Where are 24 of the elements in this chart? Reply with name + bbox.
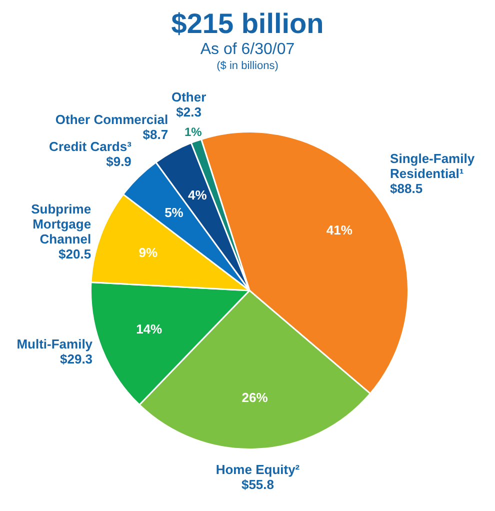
- slice-label: Other: [171, 89, 206, 104]
- chart-title: $215 billion: [170, 8, 325, 40]
- text: 4%: [188, 188, 208, 203]
- slice-label: Multi-Family: [16, 336, 94, 352]
- text: 1%: [184, 124, 202, 139]
- data-label: $8.7: [142, 126, 168, 142]
- slice-label: Other Commercial: [55, 112, 168, 127]
- data-label: $29.3: [60, 352, 93, 367]
- slice-label: Credit Cards³: [49, 139, 132, 154]
- text: 14%: [136, 322, 163, 337]
- text: 26%: [242, 390, 268, 405]
- slice-label: Single-Family Residential¹: [390, 151, 476, 182]
- data-label: $9.9: [106, 154, 132, 170]
- slice-label: Home Equity²: [216, 462, 300, 478]
- data-label: $55.8: [241, 477, 274, 492]
- text: 5%: [164, 204, 184, 220]
- data-label: $88.5: [390, 181, 423, 196]
- data-label: $20.5: [58, 246, 92, 262]
- slice-label: Subprime Mortgage Channel: [31, 201, 92, 246]
- data-label: $2.3: [176, 104, 202, 120]
- text: 41%: [326, 222, 353, 238]
- chart-subtitle: As of 6/30/07: [199, 40, 296, 59]
- text: ($ in billions): [216, 59, 280, 73]
- text: 9%: [138, 244, 158, 260]
